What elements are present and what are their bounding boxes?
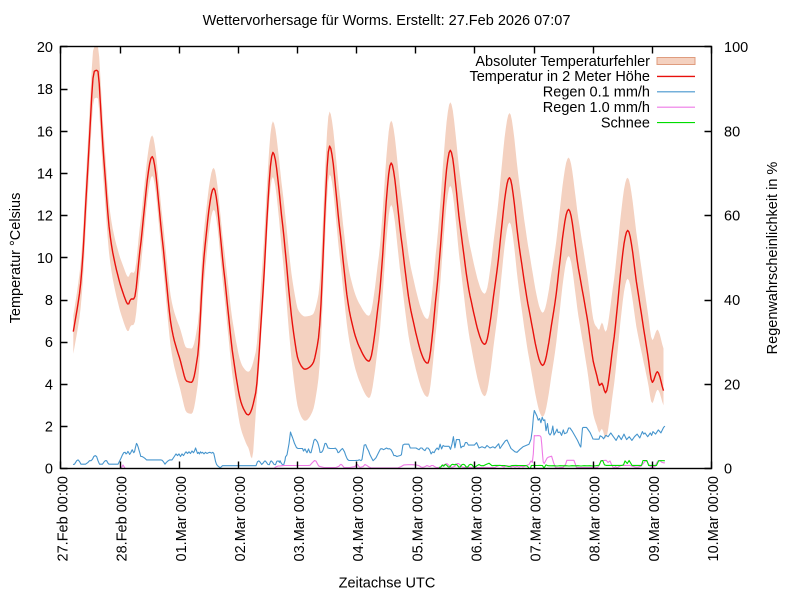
svg-text:60: 60	[724, 209, 740, 225]
svg-text:10: 10	[37, 251, 53, 267]
svg-text:12: 12	[37, 209, 53, 225]
svg-text:40: 40	[724, 293, 740, 309]
svg-text:14: 14	[37, 167, 53, 183]
svg-text:6: 6	[45, 335, 53, 351]
svg-text:18: 18	[37, 82, 53, 98]
svg-text:28.Feb 00:00: 28.Feb 00:00	[115, 476, 131, 561]
svg-text:20: 20	[37, 40, 53, 56]
svg-text:8: 8	[45, 293, 53, 309]
svg-text:27.Feb 00:00: 27.Feb 00:00	[56, 476, 72, 561]
svg-text:Temperatur °Celsius: Temperatur °Celsius	[8, 193, 24, 324]
svg-text:16: 16	[37, 124, 53, 140]
svg-text:01.Mar 00:00: 01.Mar 00:00	[174, 476, 190, 561]
svg-text:Wettervorhersage für Worms. Er: Wettervorhersage für Worms. Erstellt: 27…	[203, 13, 571, 29]
svg-text:04.Mar 00:00: 04.Mar 00:00	[351, 476, 367, 561]
svg-text:09.Mar 00:00: 09.Mar 00:00	[647, 476, 663, 561]
svg-text:0: 0	[724, 462, 732, 478]
svg-text:Temperatur in 2 Meter Höhe: Temperatur in 2 Meter Höhe	[469, 69, 650, 85]
svg-text:2: 2	[45, 420, 53, 436]
svg-text:Regen 1.0 mm/h: Regen 1.0 mm/h	[543, 100, 650, 116]
svg-text:100: 100	[724, 40, 748, 56]
svg-text:0: 0	[45, 462, 53, 478]
svg-text:05.Mar 00:00: 05.Mar 00:00	[410, 476, 426, 561]
svg-text:Regen 0.1 mm/h: Regen 0.1 mm/h	[543, 85, 650, 101]
svg-text:08.Mar 00:00: 08.Mar 00:00	[588, 476, 604, 561]
svg-text:4: 4	[45, 377, 53, 393]
svg-text:07.Mar 00:00: 07.Mar 00:00	[529, 476, 545, 561]
svg-text:Absoluter Temperaturfehler: Absoluter Temperaturfehler	[475, 54, 650, 70]
svg-text:06.Mar 00:00: 06.Mar 00:00	[470, 476, 486, 561]
svg-text:10.Mar 00:00: 10.Mar 00:00	[706, 476, 722, 561]
svg-text:03.Mar 00:00: 03.Mar 00:00	[292, 476, 308, 561]
svg-text:Schnee: Schnee	[601, 115, 650, 131]
svg-text:80: 80	[724, 124, 740, 140]
svg-text:Zeitachse UTC: Zeitachse UTC	[339, 576, 436, 592]
svg-text:20: 20	[724, 377, 740, 393]
svg-text:02.Mar 00:00: 02.Mar 00:00	[233, 476, 249, 561]
svg-text:Regenwahrscheinlichkeit in %: Regenwahrscheinlichkeit in %	[765, 162, 781, 355]
